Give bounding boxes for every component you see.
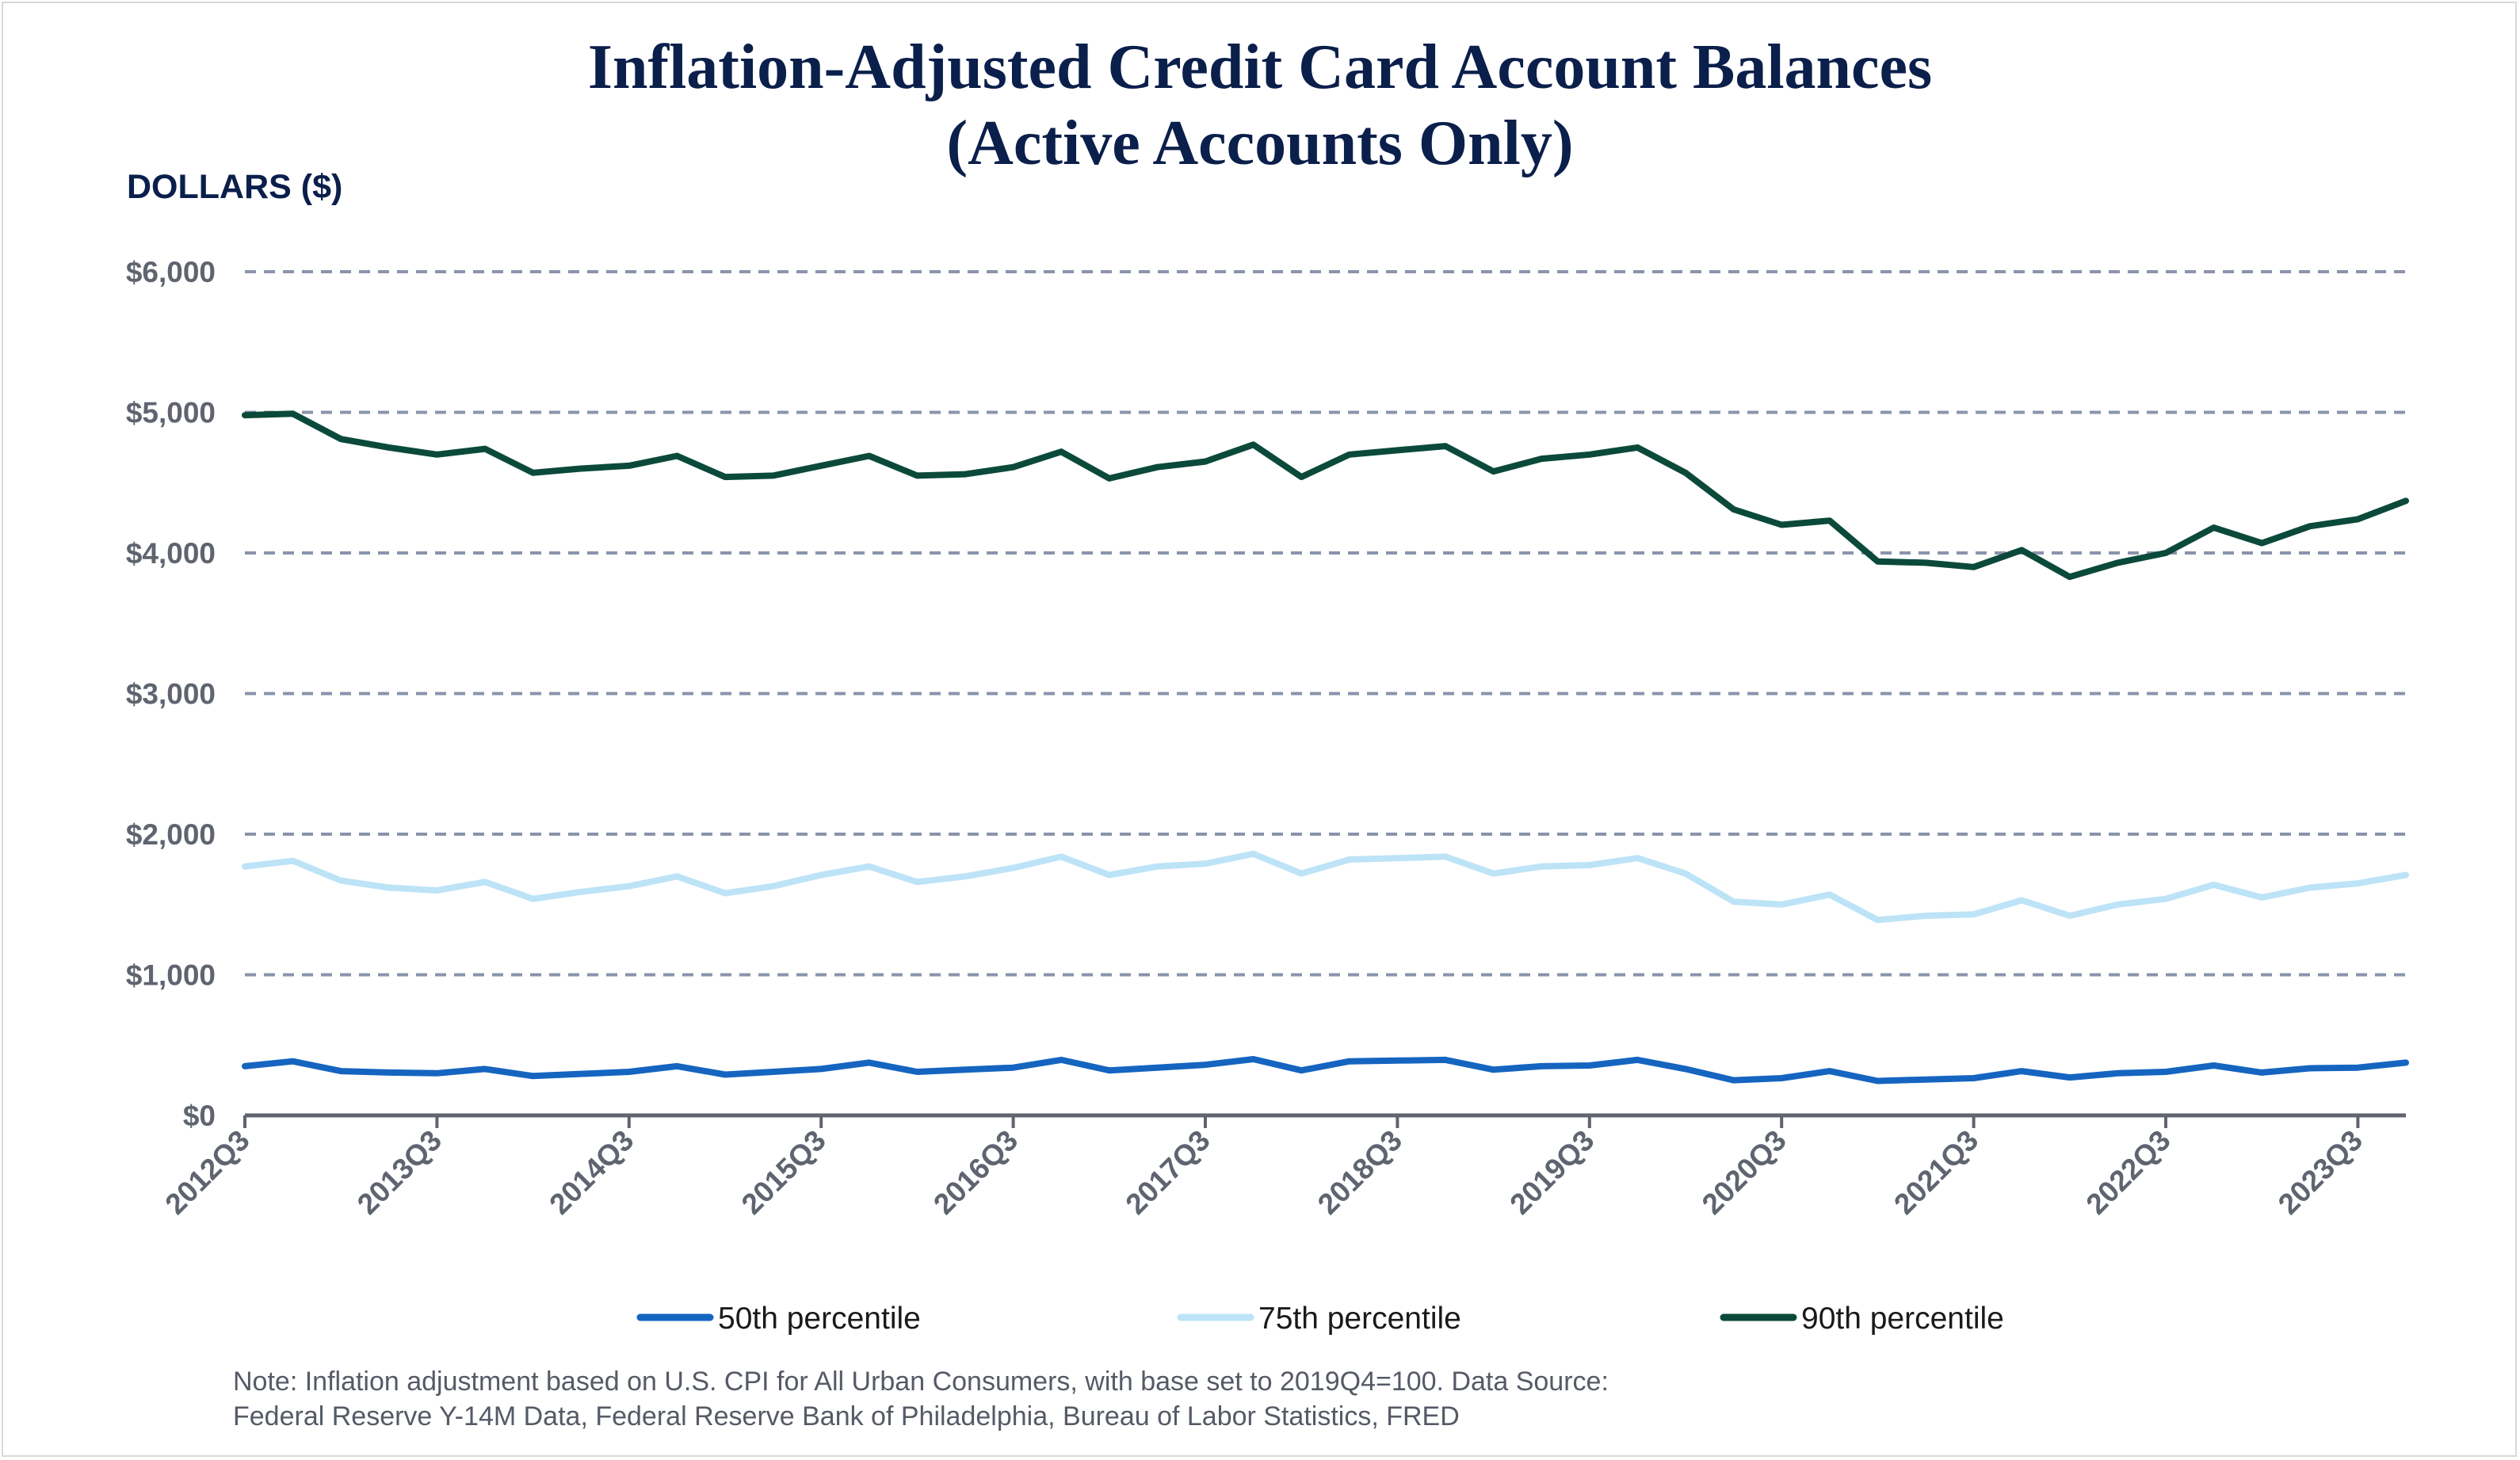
note-line-2: Federal Reserve Y-14M Data, Federal Rese… <box>233 1401 1460 1431</box>
x-tick-label: 2014Q3 <box>543 1124 640 1221</box>
x-tick-label: 2013Q3 <box>351 1124 448 1221</box>
y-tick-label: $4,000 <box>126 537 216 570</box>
x-tick-label: 2018Q3 <box>1312 1124 1408 1221</box>
x-tick-label: 2021Q3 <box>1888 1124 1984 1221</box>
x-tick-label: 2012Q3 <box>159 1124 256 1221</box>
x-tick-label: 2017Q3 <box>1120 1124 1216 1221</box>
y-tick-label: $3,000 <box>126 678 216 711</box>
note-line-1: Note: Inflation adjustment based on U.S.… <box>233 1367 1609 1397</box>
x-tick-label: 2023Q3 <box>2272 1124 2369 1221</box>
x-tick-label: 2019Q3 <box>1503 1124 1600 1221</box>
y-tick-label: $2,000 <box>126 818 216 851</box>
series-line-90th-percentile <box>242 410 2409 581</box>
x-tick-label: 2015Q3 <box>735 1124 832 1221</box>
x-axis: 2012Q3 2013Q3 2014Q3 2015Q3 2016Q3 2017Q3 2018… <box>159 1113 2406 1221</box>
y-axis-ticks: $0 $1,000 $2,000 $3,000 $4,000 $5,000 $6,000 <box>126 256 216 1132</box>
chart-subtitle: (Active Accounts Only) <box>946 109 1574 178</box>
source-note: Note: Inflation adjustment based on U.S.… <box>233 1364 2214 1434</box>
series-lines <box>242 410 2409 1085</box>
y-tick-label: $1,000 <box>126 959 216 992</box>
x-tick-label: 2016Q3 <box>927 1124 1024 1221</box>
legend-label: 90th percentile <box>1801 1302 2004 1336</box>
x-tick-label: 2020Q3 <box>1696 1124 1793 1221</box>
y-tick-label: $5,000 <box>126 397 216 429</box>
y-tick-label: $0 <box>183 1100 216 1132</box>
chart-title: Inflation-Adjusted Credit Card Account B… <box>587 32 1933 102</box>
series-line-50th-percentile <box>242 1056 2409 1085</box>
legend-label: 50th percentile <box>718 1302 921 1336</box>
legend-label: 75th percentile <box>1258 1302 1461 1336</box>
legend: 50th percentile 75th percentile 90th perce… <box>636 1302 2004 1336</box>
y-tick-label: $6,000 <box>126 256 216 288</box>
series-line-75th-percentile <box>242 850 2409 924</box>
y-axis-label: DOLLARS ($) <box>127 168 343 206</box>
x-tick-label: 2022Q3 <box>2080 1124 2177 1221</box>
